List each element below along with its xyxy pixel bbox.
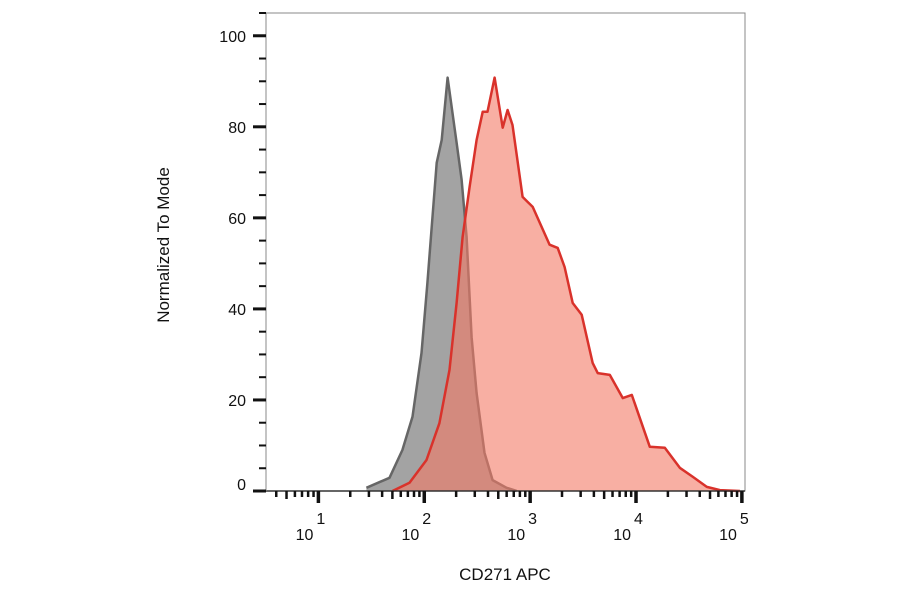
x-tick-label-exponent: 3 [528,511,537,528]
y-tick-label: 100 [219,29,246,46]
y-axis-label: Normalized To Mode [154,167,173,323]
y-tick-label: 0 [237,477,246,494]
histogram-line-1 [391,76,740,493]
x-tick-label-exponent: 5 [740,511,749,528]
x-tick-label-base: 10 [401,527,419,544]
x-tick-label-base: 10 [613,527,631,544]
x-tick-label-base: 10 [296,527,314,544]
x-tick-label-exponent: 1 [316,511,325,528]
y-tick-label: 80 [228,120,246,137]
x-tick-label-exponent: 4 [634,511,643,528]
y-tick-label: 40 [228,302,246,319]
x-tick-label-exponent: 2 [422,511,431,528]
x-tick-label-base: 10 [507,527,525,544]
series-layer [365,76,740,493]
y-tick-label: 60 [228,211,246,228]
histogram-fill-0 [366,77,517,491]
y-tick-label: 20 [228,393,246,410]
histogram-fill-1 [392,77,740,491]
x-axis-label: CD271 APC [459,565,551,584]
x-tick-label-base: 10 [719,527,737,544]
